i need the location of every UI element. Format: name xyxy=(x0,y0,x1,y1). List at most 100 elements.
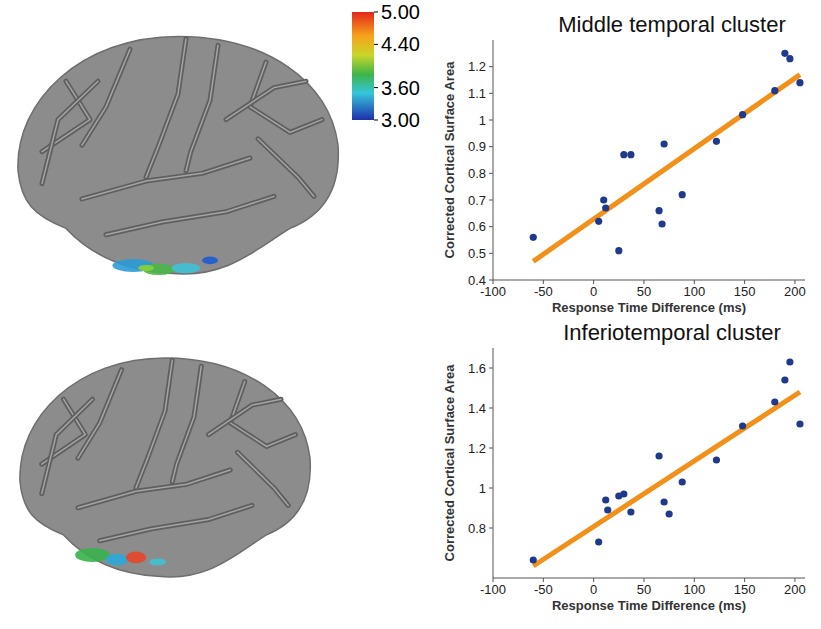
colorbar-tick-label: 3.00 xyxy=(381,109,420,131)
y-tick xyxy=(489,408,493,409)
y-tick-label: 1 xyxy=(479,113,486,128)
sulcus xyxy=(42,399,93,493)
y-tick-label: 0.8 xyxy=(468,166,486,181)
x-axis-title: Response Time Difference (ms) xyxy=(552,598,746,613)
y-tick-label: 1.2 xyxy=(468,441,486,456)
cluster-patch xyxy=(126,551,146,563)
x-tick-label: -100 xyxy=(480,284,506,299)
gyrus-highlight xyxy=(238,452,289,505)
sulcus xyxy=(172,366,201,482)
data-point xyxy=(615,247,622,254)
sulcus xyxy=(100,505,252,540)
plot-data xyxy=(530,50,804,262)
gyrus-highlight xyxy=(136,360,172,487)
data-point xyxy=(627,151,634,158)
y-tick-label: 0.5 xyxy=(468,246,486,261)
data-point xyxy=(666,510,673,517)
data-point xyxy=(679,191,686,198)
y-tick-label: 0.9 xyxy=(468,139,486,154)
gyrus-highlight xyxy=(106,196,274,234)
y-axis-title: Corrected Cortical Surface Area xyxy=(442,61,457,259)
y-tick-label: 1.6 xyxy=(468,361,486,376)
y-tick xyxy=(489,488,493,489)
sulcus xyxy=(238,452,289,505)
data-point xyxy=(786,358,793,365)
cluster-patch xyxy=(138,265,154,271)
data-point xyxy=(771,398,778,405)
x-tick-label: 100 xyxy=(683,284,705,299)
data-point xyxy=(713,138,720,145)
cluster-patch xyxy=(172,263,201,273)
y-tick xyxy=(489,173,493,174)
brain xyxy=(20,358,310,577)
gyrus-highlight xyxy=(258,139,314,197)
x-tick-label: 200 xyxy=(784,582,806,597)
data-point xyxy=(595,538,602,545)
data-point xyxy=(781,376,788,383)
y-tick xyxy=(489,448,493,449)
gyrus-highlight xyxy=(42,81,90,151)
sulcus xyxy=(106,196,274,234)
brain xyxy=(18,36,338,275)
sulcus xyxy=(82,158,250,199)
data-point xyxy=(620,151,627,158)
data-point xyxy=(781,50,788,57)
brain-surface xyxy=(18,36,338,274)
y-tick-label: 1.1 xyxy=(468,86,486,101)
data-point xyxy=(530,556,537,563)
plot-data xyxy=(530,358,804,566)
data-point xyxy=(602,496,609,503)
x-axis xyxy=(493,280,805,281)
data-point xyxy=(660,498,667,505)
fit-line xyxy=(533,392,800,566)
data-point xyxy=(600,196,607,203)
x-tick-label: 0 xyxy=(590,284,597,299)
data-point xyxy=(713,456,720,463)
cluster-patch xyxy=(202,257,218,265)
cluster-patch xyxy=(106,554,129,566)
gyrus-highlight xyxy=(186,45,218,170)
gyrus-highlight xyxy=(82,49,130,145)
x-tick-label: 50 xyxy=(637,582,651,597)
x-axis xyxy=(493,578,805,579)
y-axis xyxy=(493,348,494,578)
colorbar-tick xyxy=(374,120,378,121)
gyrus-highlight xyxy=(78,370,122,459)
y-tick xyxy=(489,368,493,369)
sulcus xyxy=(258,139,314,197)
chart-title: Middle temporal cluster xyxy=(558,12,785,37)
x-axis-title: Response Time Difference (ms) xyxy=(552,300,746,315)
cluster-patch xyxy=(149,559,166,566)
colorbar-tick xyxy=(374,12,378,13)
y-axis xyxy=(493,40,494,280)
x-tick-label: 0 xyxy=(590,582,597,597)
gyrus-highlight xyxy=(209,399,282,434)
data-point xyxy=(796,79,803,86)
x-tick-label: 50 xyxy=(637,284,651,299)
data-point xyxy=(796,420,803,427)
cluster-patch xyxy=(75,548,110,562)
scatter-panel: 0.811.21.41.6-100-50050100150200Response… xyxy=(442,320,806,613)
x-tick-label: -50 xyxy=(534,284,553,299)
y-tick-label: 1.4 xyxy=(468,401,486,416)
colorbar-tick-label: 5.00 xyxy=(381,1,420,23)
y-tick xyxy=(489,528,493,529)
gyrus-highlight xyxy=(146,39,186,177)
sulcus xyxy=(78,370,122,459)
figure: 5.004.403.603.000.40.50.60.70.80.911.11.… xyxy=(0,0,821,629)
data-point xyxy=(739,422,746,429)
data-point xyxy=(658,220,665,227)
brain-surface xyxy=(20,358,310,577)
gyrus-highlight xyxy=(42,399,93,493)
sulcus xyxy=(42,81,98,183)
data-point xyxy=(739,111,746,118)
sulcus xyxy=(226,81,306,119)
sulcus xyxy=(146,39,186,177)
y-tick-label: 1.2 xyxy=(468,59,486,74)
data-point xyxy=(679,478,686,485)
colorbar-tick-label: 4.40 xyxy=(381,33,420,55)
y-tick xyxy=(489,93,493,94)
gyrus-highlight xyxy=(172,366,201,482)
data-point xyxy=(595,218,602,225)
y-tick xyxy=(489,120,493,121)
